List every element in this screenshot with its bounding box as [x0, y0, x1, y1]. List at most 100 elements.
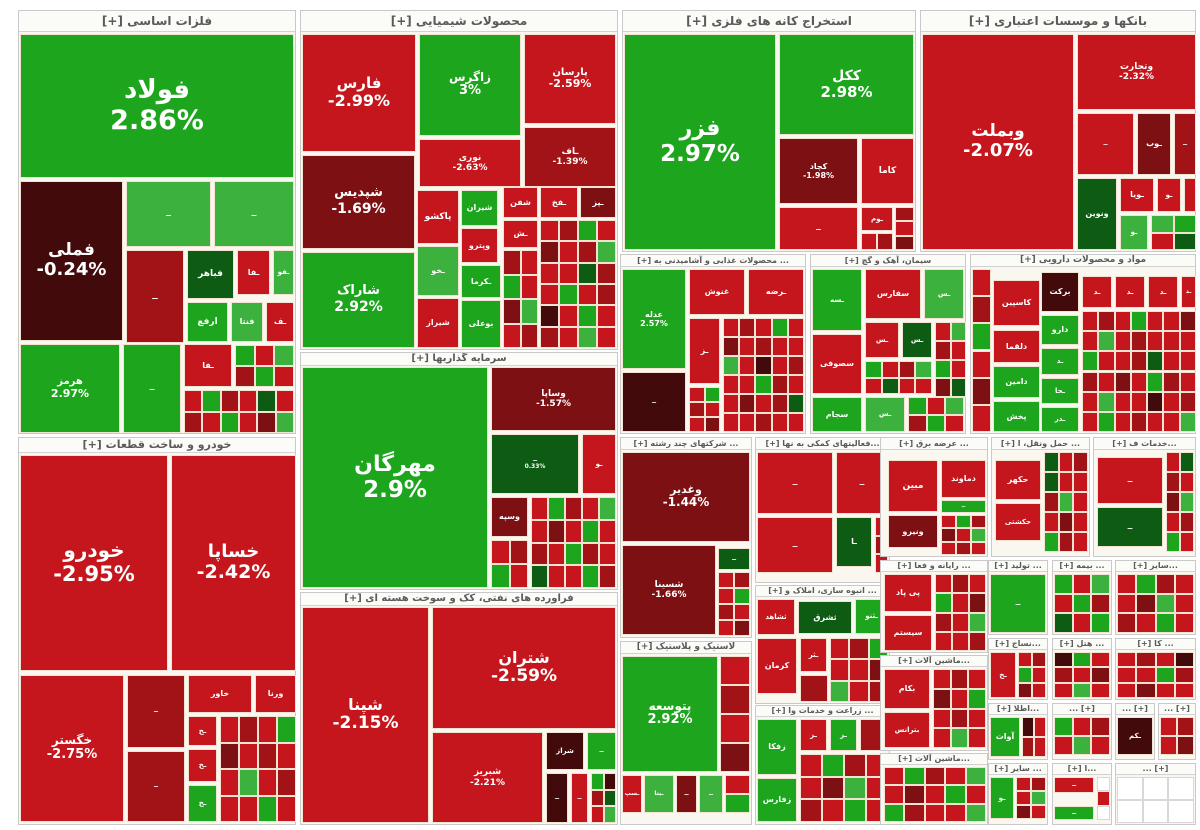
- stock-tile-small[interactable]: [1097, 805, 1110, 820]
- stock-tile-small[interactable]: [924, 767, 946, 786]
- stock-tile-small[interactable]: [830, 680, 850, 702]
- stock-tile-small[interactable]: [1147, 311, 1164, 332]
- stock-tile-small[interactable]: [1091, 667, 1110, 683]
- stock-tile-small[interactable]: [1147, 391, 1164, 412]
- stock-tile[interactable]: شاراک 2.92%: [302, 252, 415, 348]
- sector-header[interactable]: ... رایانه و فعا [+]: [881, 561, 987, 572]
- stock-tile-small[interactable]: [559, 326, 578, 348]
- stock-tile-small[interactable]: [952, 574, 969, 594]
- stock-tile[interactable]: ــ: [1097, 457, 1163, 504]
- stock-tile[interactable]: ـو: [990, 777, 1014, 819]
- stock-tile[interactable]: ـفا: [184, 344, 232, 387]
- stock-tile[interactable]: غنوش: [689, 269, 745, 315]
- stock-tile-small[interactable]: [822, 754, 844, 777]
- stock-tile-small[interactable]: [1180, 512, 1194, 532]
- stock-tile-small[interactable]: [1147, 411, 1164, 432]
- stock-tile[interactable]: ـخ: [990, 652, 1016, 698]
- stock-tile[interactable]: ـس: [865, 397, 905, 432]
- stock-tile[interactable]: شیراز: [417, 298, 459, 348]
- stock-tile-small[interactable]: [1058, 492, 1074, 512]
- sector-header[interactable]: ... شرکتهای چند رشته [+]: [621, 438, 751, 450]
- stock-tile-small[interactable]: [531, 565, 548, 588]
- stock-tile-small[interactable]: [924, 785, 946, 804]
- stock-tile[interactable]: سصوفی: [812, 334, 862, 394]
- stock-tile-small[interactable]: [1032, 667, 1046, 683]
- stock-tile-small[interactable]: [935, 631, 952, 651]
- stock-tile[interactable]: شفن: [503, 187, 538, 218]
- stock-tile-small[interactable]: [220, 411, 239, 433]
- sector-header[interactable]: لاستیک و پلاستیک [+]: [621, 642, 751, 654]
- stock-tile[interactable]: عدله 2.57%: [622, 269, 686, 369]
- stock-tile-small[interactable]: [1174, 652, 1194, 668]
- stock-tile-small[interactable]: [1163, 331, 1180, 352]
- stock-tile-small[interactable]: [1160, 717, 1177, 736]
- stock-tile[interactable]: خگستر -2.75%: [20, 675, 124, 822]
- stock-tile-small[interactable]: [239, 795, 258, 822]
- stock-tile-small[interactable]: [1174, 574, 1194, 594]
- stock-tile-small[interactable]: [503, 274, 521, 299]
- stock-tile-small[interactable]: [720, 656, 750, 685]
- stock-tile[interactable]: ـس: [902, 322, 932, 358]
- stock-tile-small[interactable]: [578, 326, 597, 348]
- stock-tile-small[interactable]: [1117, 800, 1143, 823]
- stock-tile-small[interactable]: [1117, 667, 1137, 683]
- stock-tile[interactable]: شپدیس -1.69%: [302, 155, 415, 249]
- stock-tile-small[interactable]: [1082, 411, 1099, 432]
- stock-tile-small[interactable]: [945, 785, 966, 804]
- stock-tile-small[interactable]: [220, 769, 239, 796]
- stock-tile[interactable]: ـفخ: [540, 187, 578, 218]
- stock-tile-small[interactable]: [1054, 613, 1073, 633]
- stock-tile[interactable]: ـد: [1148, 276, 1178, 308]
- stock-tile-small[interactable]: [597, 305, 616, 327]
- stock-tile-small[interactable]: [202, 390, 221, 412]
- stock-tile-small[interactable]: [254, 345, 275, 366]
- stock-tile[interactable]: زفکا: [757, 719, 797, 775]
- stock-tile-small[interactable]: [755, 394, 772, 413]
- stock-tile-small[interactable]: [1018, 667, 1032, 683]
- stock-tile-small[interactable]: [1072, 593, 1092, 614]
- stock-tile-small[interactable]: [704, 417, 720, 432]
- stock-tile-small[interactable]: [599, 542, 616, 566]
- stock-tile-small[interactable]: [548, 565, 565, 588]
- stock-tile-small[interactable]: [800, 754, 822, 777]
- stock-tile[interactable]: شراز: [546, 732, 584, 770]
- stock-tile-small[interactable]: [844, 799, 866, 822]
- stock-tile-small[interactable]: [830, 638, 850, 660]
- stock-tile-small[interactable]: [220, 716, 239, 743]
- stock-tile-small[interactable]: [1130, 331, 1148, 352]
- stock-tile[interactable]: ـثر: [800, 638, 827, 672]
- stock-tile-small[interactable]: [491, 564, 510, 588]
- stock-tile-small[interactable]: [1136, 613, 1156, 633]
- stock-tile[interactable]: ــ: [126, 250, 184, 343]
- stock-tile[interactable]: زفارس: [757, 778, 797, 822]
- stock-tile-small[interactable]: [935, 340, 951, 360]
- stock-tile-small[interactable]: [734, 572, 750, 588]
- sector-header[interactable]: ...ماشین آلات [+]: [881, 754, 987, 765]
- sector-header[interactable]: سرمایه گذاریها [+]: [301, 353, 617, 366]
- stock-tile-small[interactable]: [723, 337, 740, 356]
- stock-tile-small[interactable]: [734, 588, 750, 604]
- stock-tile[interactable]: فباهر: [187, 250, 234, 299]
- stock-tile-small[interactable]: [945, 397, 964, 415]
- stock-tile-small[interactable]: [503, 299, 521, 324]
- sector-header[interactable]: خودرو و ساخت قطعات [+]: [19, 438, 295, 453]
- stock-tile-small[interactable]: [1032, 652, 1046, 668]
- stock-tile-small[interactable]: [720, 685, 750, 714]
- stock-tile-small[interactable]: [971, 528, 986, 542]
- stock-tile-small[interactable]: [220, 742, 239, 769]
- stock-tile[interactable]: ــ: [214, 181, 294, 247]
- stock-tile-small[interactable]: [275, 411, 294, 433]
- stock-tile-small[interactable]: [945, 414, 964, 432]
- stock-tile-small[interactable]: [1147, 371, 1164, 392]
- stock-tile-small[interactable]: [548, 542, 565, 566]
- stock-tile[interactable]: دلقما: [993, 330, 1040, 363]
- stock-tile[interactable]: ــ: [1097, 507, 1163, 547]
- stock-tile-small[interactable]: [1097, 791, 1110, 806]
- stock-tile-small[interactable]: [849, 680, 869, 702]
- stock-tile-small[interactable]: [1072, 652, 1092, 668]
- stock-tile-small[interactable]: [739, 413, 756, 432]
- stock-tile[interactable]: نوری -2.63%: [419, 139, 521, 187]
- stock-tile-small[interactable]: [239, 411, 258, 433]
- sector-header[interactable]: [+] ...: [1116, 764, 1195, 775]
- stock-tile-small[interactable]: [915, 377, 932, 394]
